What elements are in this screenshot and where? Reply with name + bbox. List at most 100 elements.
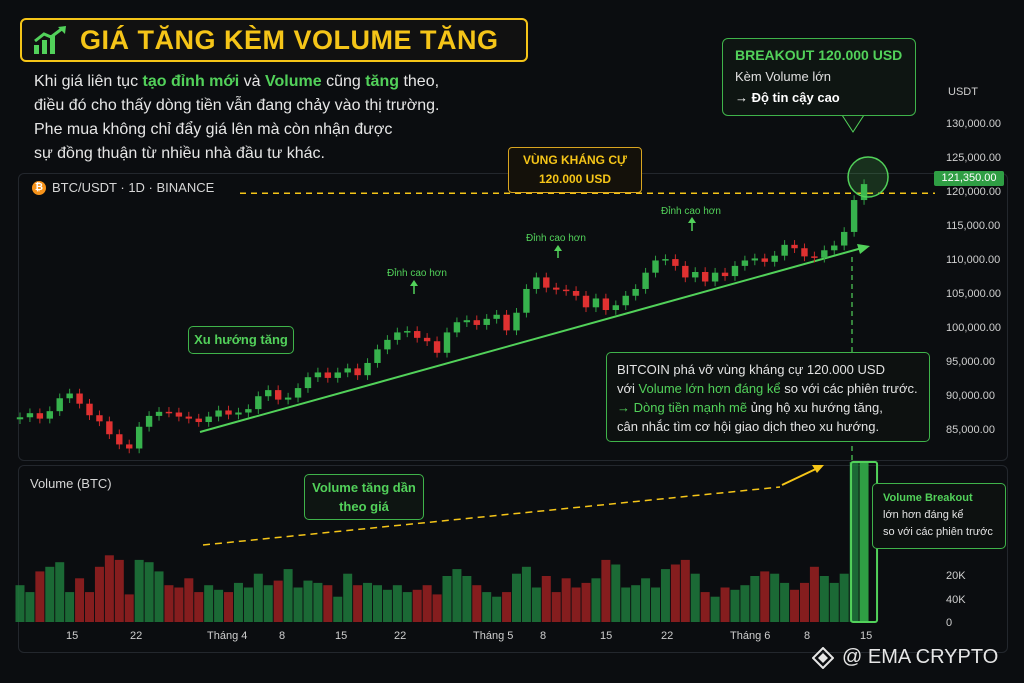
time-tick-label: 8: [804, 630, 811, 642]
volume-bar: [690, 573, 700, 622]
volume-bar: [760, 571, 770, 622]
volume-bar: [492, 596, 502, 622]
volume-bar: [740, 585, 750, 622]
candle: [16, 417, 24, 420]
volume-bar: [343, 573, 353, 622]
price-tick-label: 120,000.00: [946, 186, 1002, 199]
volume-bar: [462, 576, 472, 622]
volume-bar: [809, 566, 819, 622]
volume-bar: [551, 592, 561, 622]
bitcoin-icon: ₿: [32, 180, 46, 195]
candle: [503, 314, 510, 331]
volume-bar: [283, 569, 293, 622]
volume-tick-label: 0: [946, 617, 953, 629]
volume-bar: [25, 592, 35, 622]
volume-bar: [422, 585, 432, 622]
candle: [304, 377, 312, 389]
higher-high-2: Đỉnh cao hơn: [526, 233, 586, 244]
candle: [781, 244, 788, 256]
intro-text: Khi giá liên tục tạo đỉnh mới và Volume …: [34, 73, 440, 162]
breakout-box: BREAKOUT 120.000 USD Kèm Volume lớn → Độ…: [722, 38, 916, 116]
candle: [324, 372, 332, 378]
candle: [692, 271, 699, 278]
resistance-box: VÙNG KHÁNG CỰ 120.000 USD: [508, 147, 642, 193]
time-tick-label: 15: [66, 630, 79, 642]
candle: [284, 397, 292, 400]
breakout-pointer: [841, 114, 865, 133]
candle: [811, 256, 818, 258]
chart-up-icon: [34, 26, 66, 54]
diamond-logo-icon: [812, 646, 834, 669]
candle: [116, 434, 123, 445]
volume-bar: [333, 596, 343, 622]
title-banner: GIÁ TĂNG KÈM VOLUME TĂNG: [20, 18, 528, 62]
page-title: GIÁ TĂNG KÈM VOLUME TĂNG: [80, 24, 499, 55]
candle: [294, 388, 302, 398]
volume-bar: [790, 589, 800, 622]
higher-high-arrow-icon: [554, 245, 562, 251]
candle: [721, 272, 729, 277]
candle: [682, 265, 689, 278]
candle: [701, 271, 709, 282]
volume-bar: [194, 592, 204, 622]
price-tick-label: 95,000.00: [946, 355, 995, 368]
candle: [523, 288, 530, 313]
candle: [46, 411, 53, 419]
candle: [36, 413, 44, 419]
candle: [612, 305, 619, 311]
volume-bar: [700, 592, 710, 622]
price-tick-label: 105,000.00: [946, 288, 1002, 301]
candle: [543, 277, 550, 288]
time-tick-label: 22: [661, 630, 674, 642]
volume-bar: [631, 585, 641, 622]
volume-bar: [512, 573, 521, 622]
volume-bar: [233, 582, 243, 622]
volume-breakout-box: Volume Breakout lớn hơn đáng kể so với c…: [872, 483, 1006, 549]
breakout-circle: [847, 156, 889, 198]
time-tick-label: 22: [130, 630, 143, 642]
volume-bar: [323, 585, 333, 622]
volume-bar: [144, 562, 154, 622]
price-axis-unit: USDT: [948, 86, 978, 98]
volume-bar: [75, 578, 85, 622]
volume-bar: [442, 576, 452, 622]
volume-bar: [601, 559, 611, 622]
volume-bar: [541, 576, 551, 622]
candle: [473, 320, 480, 325]
candle: [235, 412, 242, 415]
volume-bar: [591, 578, 601, 622]
volume-bar: [660, 569, 670, 622]
time-tick-label: Tháng 6: [730, 630, 771, 642]
price-tick-label: 85,000.00: [946, 423, 995, 436]
volume-bar: [641, 578, 651, 622]
candle: [56, 398, 63, 412]
candle: [493, 314, 500, 319]
candle: [215, 410, 222, 417]
candle: [771, 255, 778, 262]
volume-bar: [392, 585, 402, 622]
candle: [672, 259, 679, 266]
volume-bar: [452, 569, 462, 622]
volume-trend-arrow-line: [781, 466, 821, 486]
info-box: BITCOIN phá vỡ vùng kháng cự 120.000 USD…: [606, 352, 930, 442]
candle: [165, 411, 173, 414]
volume-bar: [164, 585, 174, 622]
candle: [562, 289, 570, 292]
candle: [840, 231, 848, 246]
volume-bar: [849, 462, 859, 622]
volume-bar: [730, 589, 740, 622]
volume-bar: [134, 559, 144, 622]
candle: [652, 260, 659, 273]
candle: [801, 248, 808, 257]
candle: [572, 291, 580, 296]
candle: [225, 410, 232, 415]
volume-bar: [859, 462, 869, 622]
volume-bar: [353, 585, 363, 622]
volume-bar: [313, 582, 323, 622]
volume-bar: [670, 564, 680, 622]
candle: [334, 372, 341, 378]
candle: [86, 403, 93, 416]
volume-bar: [611, 564, 621, 622]
volume-bar: [432, 594, 442, 622]
